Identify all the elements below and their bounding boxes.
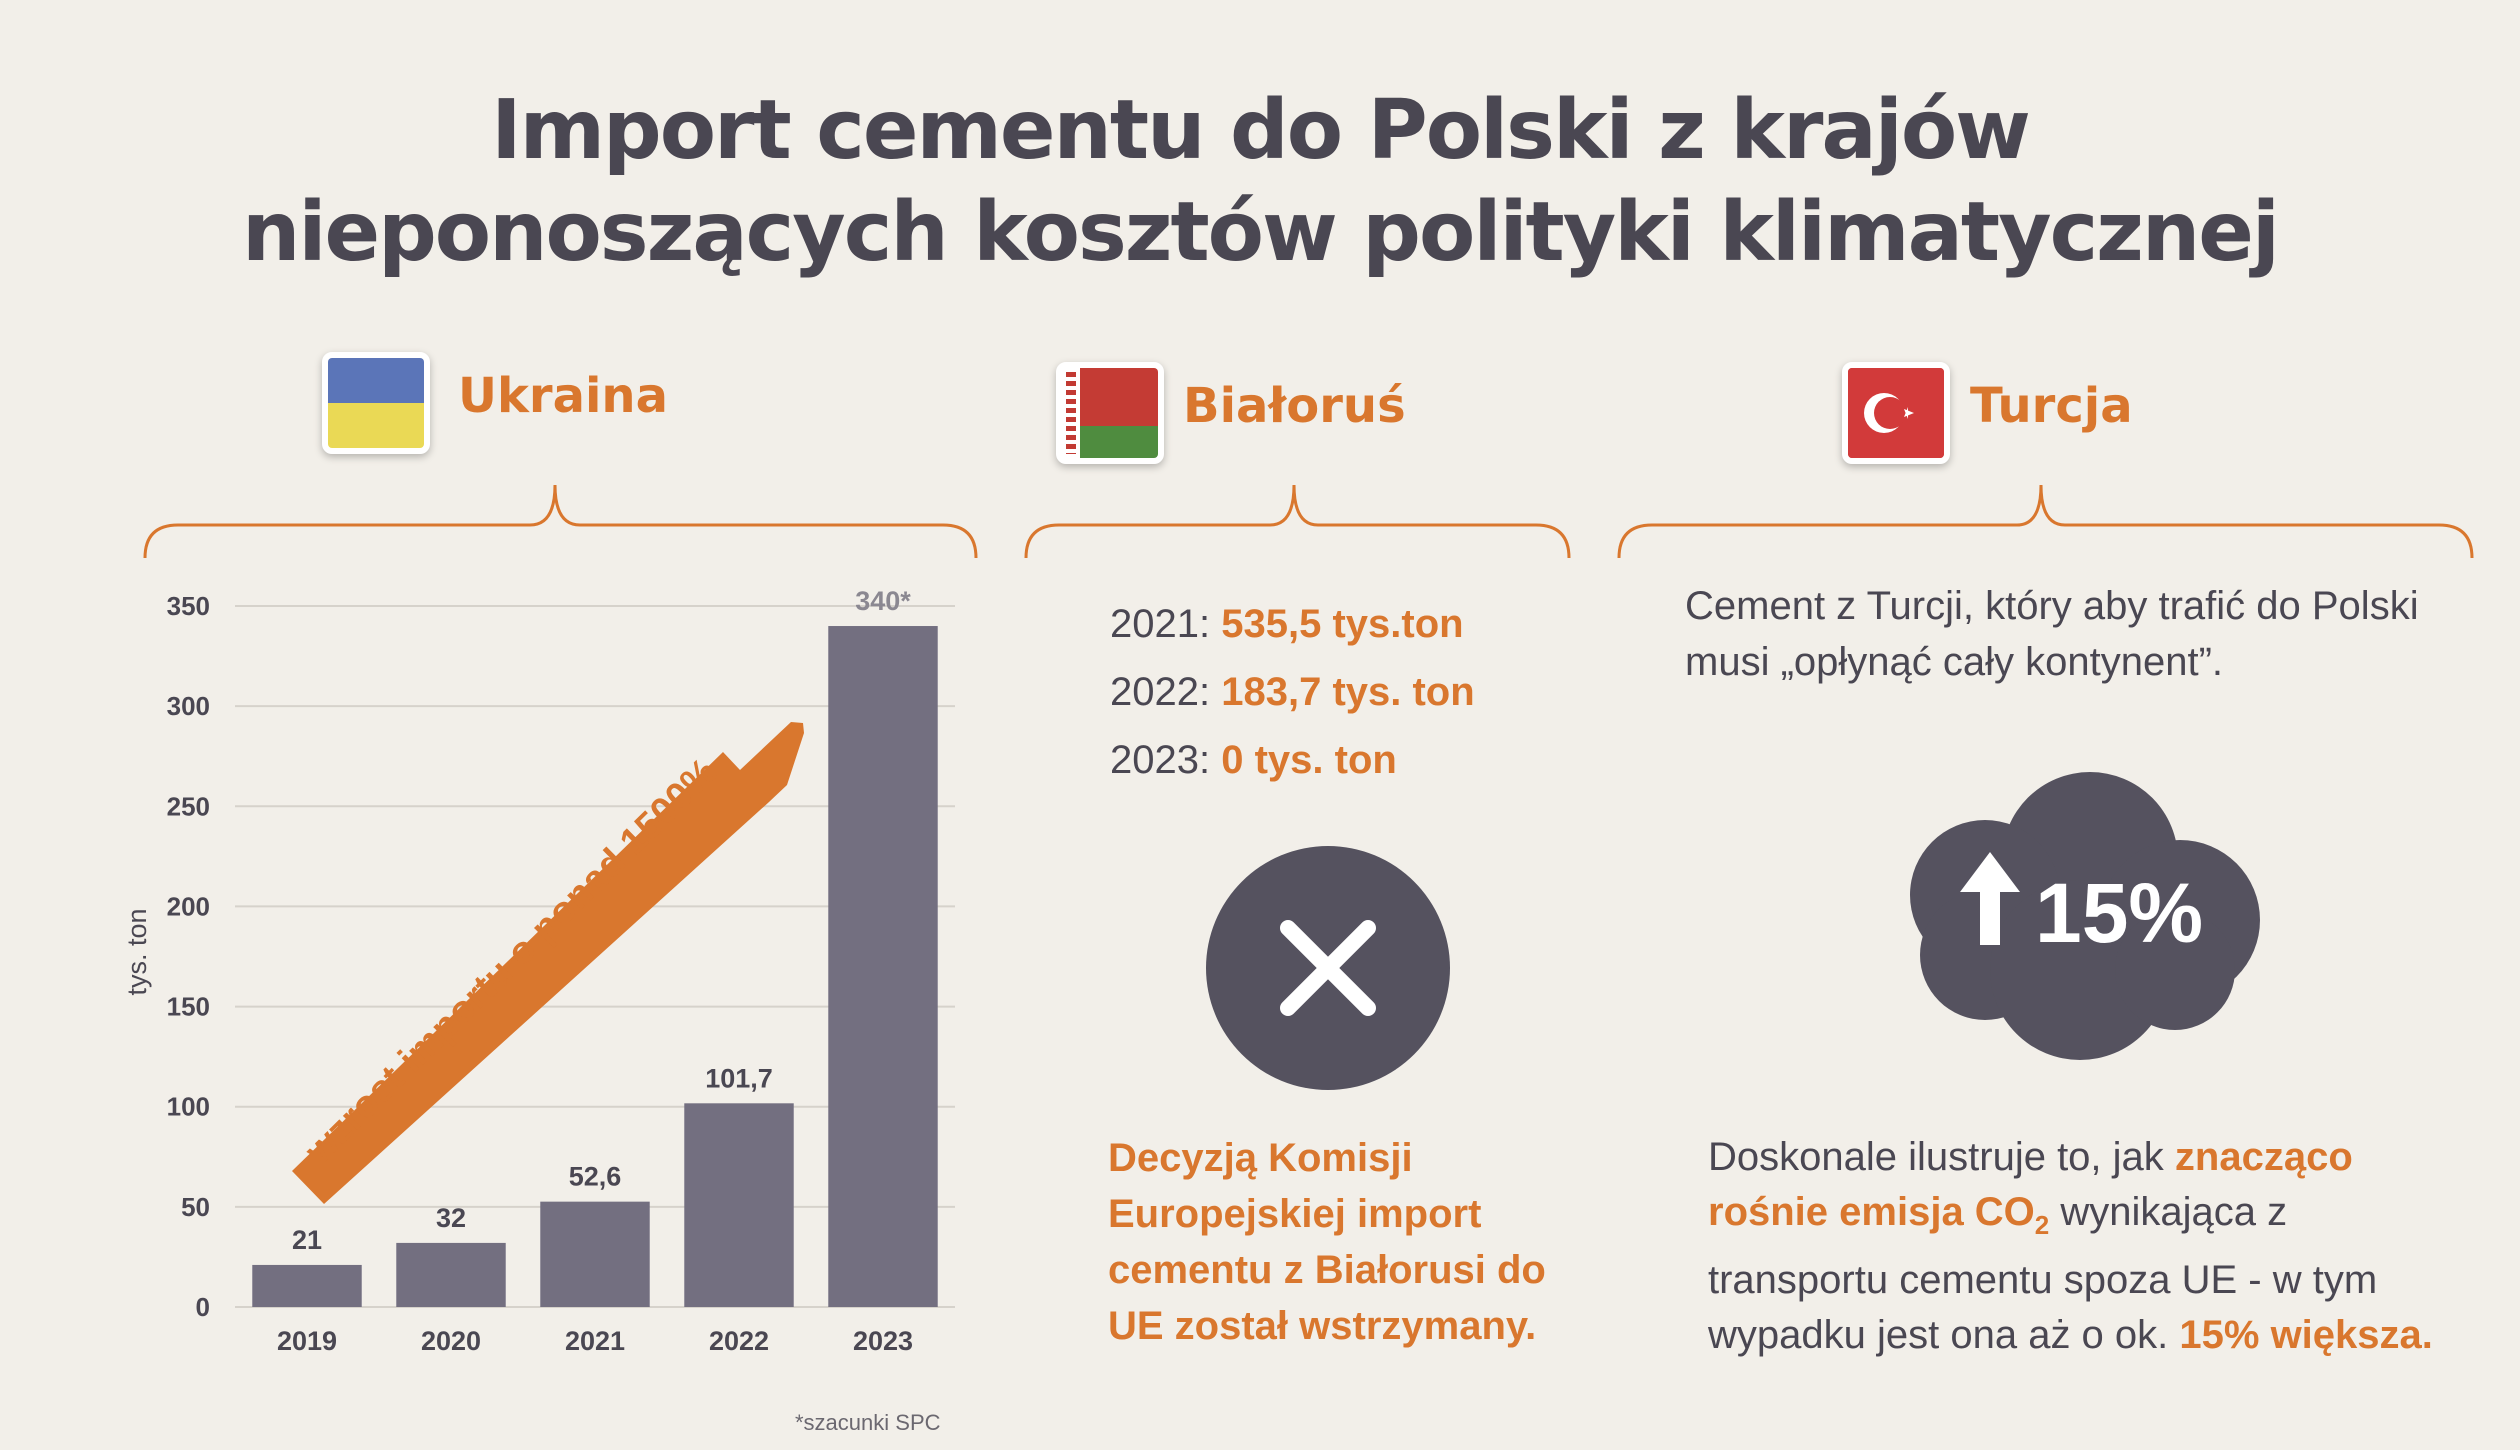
- bar-value-label: 21: [292, 1225, 322, 1255]
- belarus-note: Decyzją Komisji Europejskiej import ceme…: [1108, 1136, 1546, 1348]
- section-braces: [143, 484, 2474, 559]
- turkey-crescent-icon: [1848, 368, 1944, 458]
- cloud-value: 15%: [2035, 866, 2203, 960]
- y-tick-label: 150: [167, 992, 210, 1022]
- bar-2023: [828, 626, 938, 1307]
- chart-footnote: *szacunki SPC: [795, 1410, 941, 1435]
- bar-value-label: 32: [436, 1203, 466, 1233]
- y-tick-label: 100: [167, 1092, 210, 1122]
- title-line-1: Import cementu do Polski z krajów: [491, 83, 2031, 178]
- y-axis-ticks: 0 50 100 150 200 250 300 350: [167, 591, 210, 1322]
- brace-belarus: [1024, 484, 1571, 559]
- emission-cloud: 15%: [1910, 772, 2260, 1060]
- bar-value-labels: 21 32 52,6 101,7 340*: [292, 586, 911, 1255]
- country-label-turkey: Turcja: [1970, 378, 2133, 434]
- title-line-2: nieponoszących kosztów polityki klimatyc…: [241, 185, 2280, 280]
- turkey-note-subscript: 2: [2034, 1210, 2050, 1240]
- belarus-import-line: 2023: 0 tys. ton: [1110, 726, 1475, 794]
- chart-bars: [252, 626, 938, 1307]
- y-tick-label: 200: [167, 891, 210, 921]
- turkey-note-highlight-2: 15% większa.: [2179, 1313, 2433, 1357]
- ukraine-flag-icon: [322, 352, 430, 454]
- growth-annotation: wzrost importu o ponad 1500%: [297, 750, 726, 1173]
- turkey-note-part1: Doskonale ilustruje to, jak: [1708, 1135, 2175, 1179]
- y-tick-label: 300: [167, 691, 210, 721]
- belarus-flag-icon: [1056, 362, 1164, 464]
- bar-2019: [252, 1264, 362, 1307]
- turkey-note-highlight-1: znacząco rośnie emisja CO: [1708, 1135, 2353, 1234]
- y-tick-label: 250: [167, 791, 210, 821]
- x-tick-label: 2020: [421, 1326, 481, 1356]
- country-label-ukraine: Ukraina: [458, 368, 668, 424]
- brace-ukraine: [143, 484, 978, 559]
- x-tick-label: 2022: [709, 1326, 769, 1356]
- page-title: Import cementu do Polski z krajów niepon…: [0, 80, 2520, 284]
- up-arrow-icon: [1960, 852, 2020, 945]
- y-axis-label: tys. ton: [122, 908, 152, 995]
- x-mark-icon: [1206, 846, 1450, 1090]
- belarus-year: 2023:: [1110, 738, 1211, 782]
- bar-value-label: 340*: [855, 586, 911, 616]
- bar-2021: [540, 1201, 650, 1307]
- country-label-belarus: Białoruś: [1183, 378, 1406, 434]
- belarus-import-line: 2022: 183,7 tys. ton: [1110, 658, 1475, 726]
- belarus-value: 535,5 tys.ton: [1221, 602, 1464, 646]
- y-tick-label: 350: [167, 591, 210, 621]
- y-tick-label: 50: [181, 1192, 210, 1222]
- bar-value-label: 52,6: [569, 1162, 622, 1192]
- bar-value-label: 101,7: [705, 1063, 773, 1093]
- belarus-value: 0 tys. ton: [1221, 738, 1397, 782]
- turkey-intro: Cement z Turcji, który aby trafić do Pol…: [1685, 584, 2419, 684]
- turkey-note-part2: wynikająca z transportu cementu spoza UE…: [1708, 1190, 2378, 1357]
- belarus-import-line: 2021: 535,5 tys.ton: [1110, 590, 1475, 658]
- turkey-flag-icon: [1842, 362, 1950, 464]
- x-tick-label: 2023: [853, 1326, 913, 1356]
- belarus-year: 2021:: [1110, 602, 1211, 646]
- belarus-value: 183,7 tys. ton: [1221, 670, 1475, 714]
- growth-arrow: [292, 722, 804, 1204]
- x-tick-label: 2021: [565, 1326, 625, 1356]
- x-tick-label: 2019: [277, 1326, 337, 1356]
- bar-2022: [684, 1103, 794, 1307]
- y-tick-label: 0: [196, 1292, 210, 1322]
- x-axis-ticks: 2019 2020 2021 2022 2023: [277, 1326, 913, 1356]
- brace-turkey: [1617, 484, 2474, 559]
- turkey-note: Doskonale ilustruje to, jak znacząco roś…: [1708, 1130, 2468, 1363]
- belarus-import-list: 2021: 535,5 tys.ton 2022: 183,7 tys. ton…: [1110, 590, 1475, 794]
- bar-2020: [396, 1242, 506, 1307]
- belarus-year: 2022:: [1110, 670, 1211, 714]
